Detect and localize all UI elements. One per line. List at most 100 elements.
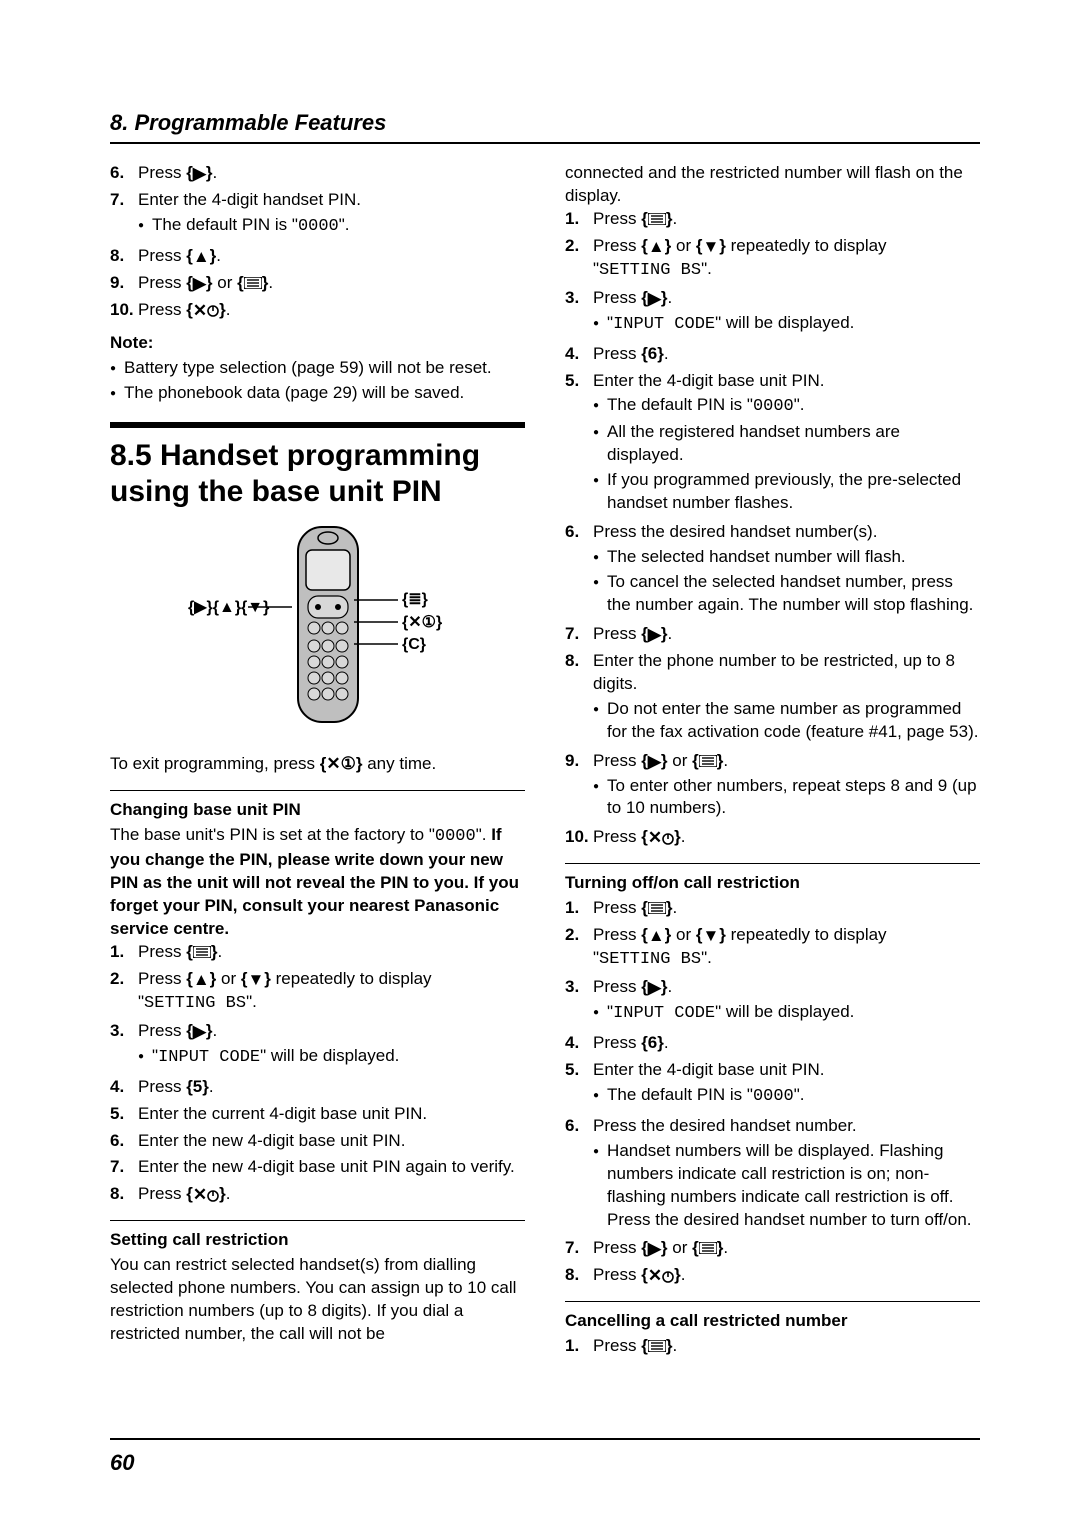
step-bullets: "INPUT CODE" will be displayed. <box>593 312 980 337</box>
power-icon: ✕ <box>648 1269 674 1284</box>
up-icon: ▲ <box>193 973 210 988</box>
right-icon: ▶ <box>648 292 661 307</box>
step-item: 9.Press {▶} or {}.To enter other numbers… <box>565 750 980 823</box>
thin-rule-2 <box>110 1220 525 1221</box>
step-item: 3.Press {▶}."INPUT CODE" will be display… <box>565 976 980 1028</box>
left-column: 6.Press {▶}.7.Enter the 4-digit handset … <box>110 162 525 1362</box>
menu-icon <box>699 1241 717 1256</box>
svg-text:{▶}{▲}{▼}: {▶}{▲}{▼} <box>188 599 269 616</box>
step-item: 4.Press {5}. <box>110 1076 525 1099</box>
bullet-item: The default PIN is "0000". <box>593 394 980 419</box>
step-item: 5.Enter the current 4-digit base unit PI… <box>110 1103 525 1126</box>
step-item: 2.Press {▲} or {▼} repeatedly to display… <box>565 924 980 972</box>
exit-programming-line: To exit programming, press {✕①} any time… <box>110 753 525 776</box>
step-item: 8.Press {✕}. <box>565 1264 980 1287</box>
continued-paragraph: connected and the restricted number will… <box>565 162 980 208</box>
menu-icon <box>244 275 262 290</box>
svg-text:{✕①}: {✕①} <box>402 614 442 631</box>
step-item: 3.Press {▶}."INPUT CODE" will be display… <box>565 287 980 339</box>
thin-rule-3 <box>565 863 980 864</box>
step-bullets: "INPUT CODE" will be displayed. <box>593 1001 980 1026</box>
step-item: 7.Enter the new 4-digit base unit PIN ag… <box>110 1156 525 1179</box>
step-item: 2.Press {▲} or {▼} repeatedly to display… <box>565 235 980 283</box>
step-item: 1.Press {}. <box>565 897 980 920</box>
step-item: 7.Press {▶}. <box>565 623 980 646</box>
up-icon: ▲ <box>648 240 665 255</box>
step-item: 6.Press the desired handset number(s).Th… <box>565 521 980 619</box>
section-title: 8.5 Handset programming using the base u… <box>110 438 525 510</box>
step-item: 8.Press {▲}. <box>110 245 525 268</box>
step-bullets: Do not enter the same number as programm… <box>593 698 980 744</box>
section-divider <box>110 422 525 428</box>
subhead-call-restriction: Setting call restriction <box>110 1229 525 1252</box>
up-icon: ▲ <box>648 929 665 944</box>
step-item: 5.Enter the 4-digit base unit PIN.The de… <box>565 1059 980 1111</box>
step-item: 1.Press {}. <box>110 941 525 964</box>
chapter-header: 8. Programmable Features <box>110 110 980 136</box>
step-item: 4.Press {6}. <box>565 1032 980 1055</box>
svg-text:{C}: {C} <box>402 636 426 653</box>
step-item: 3.Press {▶}."INPUT CODE" will be display… <box>110 1020 525 1072</box>
step-bullets: To enter other numbers, repeat steps 8 a… <box>593 775 980 821</box>
step-item: 2.Press {▲} or {▼} repeatedly to display… <box>110 968 525 1016</box>
bullet-item: The phonebook data (page 29) will be sav… <box>110 382 525 405</box>
menu-icon <box>648 901 666 916</box>
step-item: 8.Press {✕}. <box>110 1183 525 1206</box>
bullet-item: Do not enter the same number as programm… <box>593 698 980 744</box>
subhead-toggle-restriction: Turning off/on call restriction <box>565 872 980 895</box>
right-icon: ▶ <box>648 628 661 643</box>
right-icon: ▶ <box>648 981 661 996</box>
power-icon: ✕ <box>648 831 674 846</box>
bullet-item: To cancel the selected handset number, p… <box>593 571 980 617</box>
step-bullets: The default PIN is "0000". <box>138 214 525 239</box>
right-icon: ▶ <box>648 1242 661 1257</box>
down-icon: ▼ <box>702 240 719 255</box>
step-item: 6.Press the desired handset number.Hands… <box>565 1115 980 1234</box>
change-pin-intro: The base unit's PIN is set at the factor… <box>110 824 525 941</box>
step-item: 7.Press {▶} or {}. <box>565 1237 980 1260</box>
page: 8. Programmable Features 6.Press {▶}.7.E… <box>0 0 1080 1528</box>
menu-icon <box>648 211 666 226</box>
step-bullets: The default PIN is "0000". <box>593 1084 980 1109</box>
bullet-item: The default PIN is "0000". <box>593 1084 980 1109</box>
menu-icon <box>648 1339 666 1354</box>
footer-rule <box>110 1438 980 1440</box>
bullet-item: "INPUT CODE" will be displayed. <box>593 1001 980 1026</box>
right-icon: ▶ <box>193 167 206 182</box>
bullet-item: Handset numbers will be displayed. Flash… <box>593 1140 980 1232</box>
bullet-item: The selected handset number will flash. <box>593 546 980 569</box>
header-rule <box>110 142 980 144</box>
cancel-restricted-steps: 1.Press {}. <box>565 1335 980 1358</box>
down-icon: ▼ <box>702 929 719 944</box>
bullet-item: All the registered handset numbers are d… <box>593 421 980 467</box>
right-column: connected and the restricted number will… <box>565 162 980 1362</box>
menu-icon <box>699 753 717 768</box>
step-bullets: The selected handset number will flash.T… <box>593 546 980 617</box>
up-icon: ▲ <box>193 250 210 265</box>
step-item: 10.Press {✕}. <box>110 299 525 322</box>
power-icon: ✕① <box>326 754 355 773</box>
bullet-item: The default PIN is "0000". <box>138 214 525 239</box>
bullet-item: If you programmed previously, the pre-se… <box>593 469 980 515</box>
step-item: 10.Press {✕}. <box>565 826 980 849</box>
right-icon: ▶ <box>193 1025 206 1040</box>
note-heading: Note: <box>110 332 525 355</box>
step-item: 6.Press {▶}. <box>110 162 525 185</box>
call-restriction-intro: You can restrict selected handset(s) fro… <box>110 1254 525 1346</box>
thin-rule-1 <box>110 790 525 791</box>
bullet-item: "INPUT CODE" will be displayed. <box>138 1045 525 1070</box>
down-icon: ▼ <box>247 973 264 988</box>
right-icon: ▶ <box>648 755 661 770</box>
bullet-item: "INPUT CODE" will be displayed. <box>593 312 980 337</box>
toggle-restriction-steps: 1.Press {}. 2.Press {▲} or {▼} repeatedly… <box>565 897 980 1287</box>
right-icon: ▶ <box>193 277 206 292</box>
step-bullets: Handset numbers will be displayed. Flash… <box>593 1140 980 1232</box>
power-icon: ✕ <box>193 304 219 319</box>
step-item: 9.Press {▶} or {}. <box>110 272 525 295</box>
bullet-item: To enter other numbers, repeat steps 8 a… <box>593 775 980 821</box>
restriction-steps: 1.Press {}.2.Press {▲} or {▼} repeatedly… <box>565 208 980 849</box>
step-bullets: The default PIN is "0000".All the regist… <box>593 394 980 515</box>
change-pin-steps: 1.Press {}. 2.Press {▲} or {▼} repeatedly… <box>110 941 525 1206</box>
note-bullets: Battery type selection (page 59) will no… <box>110 357 525 405</box>
thin-rule-4 <box>565 1301 980 1302</box>
